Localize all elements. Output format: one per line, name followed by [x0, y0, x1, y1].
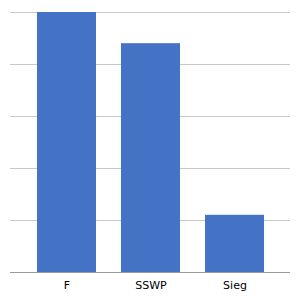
svg-text:Sieg: Sieg	[223, 279, 247, 292]
svg-text:F: F	[64, 279, 70, 292]
svg-text:SSWP: SSWP	[135, 279, 167, 292]
